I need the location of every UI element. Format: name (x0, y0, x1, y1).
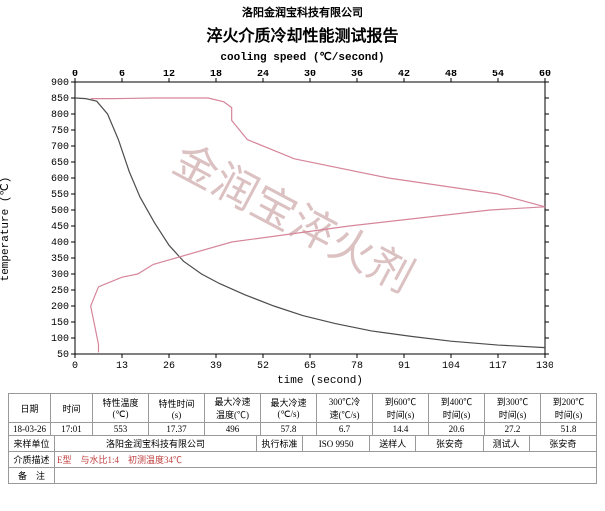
svg-text:60: 60 (539, 70, 551, 80)
info-table: 来样单位洛阳金润宝科技有限公司执行标准ISO 9950送样人张安奇测试人张安奇 … (8, 435, 597, 484)
svg-text:36: 36 (351, 70, 363, 80)
svg-text:104: 104 (442, 361, 460, 370)
svg-text:450: 450 (51, 222, 69, 233)
chart-svg: 5010015020025030035040045050055060065070… (35, 70, 553, 370)
svg-text:48: 48 (445, 70, 457, 80)
metrics-header: 最大冷速温度(℃) (205, 394, 261, 423)
report-title: 淬火介质冷却性能测试报告 (0, 22, 605, 46)
media-desc: E型 与水比1:4 初测温度34℃ (55, 452, 597, 468)
svg-text:600: 600 (51, 174, 69, 185)
svg-text:850: 850 (51, 94, 69, 105)
metrics-cell: 18-03-26 (9, 423, 51, 436)
label-cell: 送样人 (370, 436, 416, 452)
svg-text:50: 50 (57, 350, 69, 361)
y-axis-label: temperature (℃) (0, 176, 12, 281)
metrics-cell: 553 (93, 423, 149, 436)
svg-text:13: 13 (116, 361, 128, 370)
top-axis-title: cooling speed (℃/second) (0, 50, 605, 64)
svg-text:900: 900 (51, 78, 69, 89)
metrics-cell: 496 (205, 423, 261, 436)
label-cell: 备 注 (9, 468, 55, 484)
svg-text:300: 300 (51, 270, 69, 281)
metrics-table: 日期时间特性温度(℃)特性时间(s)最大冷速温度(℃)最大冷速(℃/s)300℃… (8, 393, 597, 436)
metrics-header: 最大冷速(℃/s) (261, 394, 317, 423)
svg-text:500: 500 (51, 206, 69, 217)
svg-text:78: 78 (351, 361, 363, 370)
metrics-header: 时间 (51, 394, 93, 423)
svg-text:39: 39 (210, 361, 222, 370)
svg-text:18: 18 (210, 70, 222, 80)
metrics-header: 到300℃时间(s) (485, 394, 541, 423)
metrics-cell: 17.37 (149, 423, 205, 436)
info-cell: 张安奇 (529, 436, 596, 452)
metrics-cell: 6.7 (317, 423, 373, 436)
svg-text:0: 0 (72, 70, 78, 80)
label-cell: 来样单位 (9, 436, 55, 452)
svg-text:42: 42 (398, 70, 410, 80)
x-axis-label: time (second) (35, 375, 605, 387)
svg-text:91: 91 (398, 361, 410, 370)
metrics-cell: 27.2 (485, 423, 541, 436)
svg-text:100: 100 (51, 334, 69, 345)
info-cell: 洛阳金润宝科技有限公司 (55, 436, 257, 452)
metrics-cell: 51.8 (541, 423, 597, 436)
label-cell: 测试人 (483, 436, 529, 452)
svg-text:26: 26 (163, 361, 175, 370)
svg-text:24: 24 (257, 70, 269, 80)
svg-text:750: 750 (51, 126, 69, 137)
info-cell: ISO 9950 (302, 436, 369, 452)
metrics-header: 特性时间(s) (149, 394, 205, 423)
metrics-cell: 17:01 (51, 423, 93, 436)
remark-cell (55, 468, 597, 484)
svg-text:150: 150 (51, 318, 69, 329)
metrics-header: 到600℃时间(s) (373, 394, 429, 423)
svg-text:250: 250 (51, 286, 69, 297)
svg-text:54: 54 (492, 70, 504, 80)
svg-text:650: 650 (51, 158, 69, 169)
metrics-header: 日期 (9, 394, 51, 423)
metrics-header: 300℃冷速(℃/s) (317, 394, 373, 423)
svg-text:52: 52 (257, 361, 269, 370)
metrics-cell: 20.6 (429, 423, 485, 436)
svg-text:700: 700 (51, 142, 69, 153)
svg-text:30: 30 (304, 70, 316, 80)
label-cell: 执行标准 (256, 436, 302, 452)
svg-text:400: 400 (51, 238, 69, 249)
metrics-header: 到200℃时间(s) (541, 394, 597, 423)
metrics-cell: 57.8 (261, 423, 317, 436)
data-tables: 日期时间特性温度(℃)特性时间(s)最大冷速温度(℃)最大冷速(℃/s)300℃… (8, 393, 597, 484)
label-cell: 介质描述 (9, 452, 55, 468)
metrics-header: 特性温度(℃) (93, 394, 149, 423)
metrics-cell: 14.4 (373, 423, 429, 436)
svg-text:12: 12 (163, 70, 175, 80)
svg-text:350: 350 (51, 254, 69, 265)
svg-text:800: 800 (51, 110, 69, 121)
svg-text:550: 550 (51, 190, 69, 201)
svg-text:0: 0 (72, 361, 78, 370)
svg-text:130: 130 (536, 361, 553, 370)
svg-text:117: 117 (489, 361, 507, 370)
svg-text:65: 65 (304, 361, 316, 370)
svg-text:6: 6 (119, 70, 125, 80)
svg-text:200: 200 (51, 302, 69, 313)
chart-area: temperature (℃) 501001502002503003504004… (35, 70, 605, 387)
watermark-text: 金润宝淬火剂 (165, 135, 421, 302)
company-name: 洛阳金润宝科技有限公司 (0, 4, 605, 20)
info-cell: 张安奇 (416, 436, 483, 452)
metrics-header: 到400℃时间(s) (429, 394, 485, 423)
